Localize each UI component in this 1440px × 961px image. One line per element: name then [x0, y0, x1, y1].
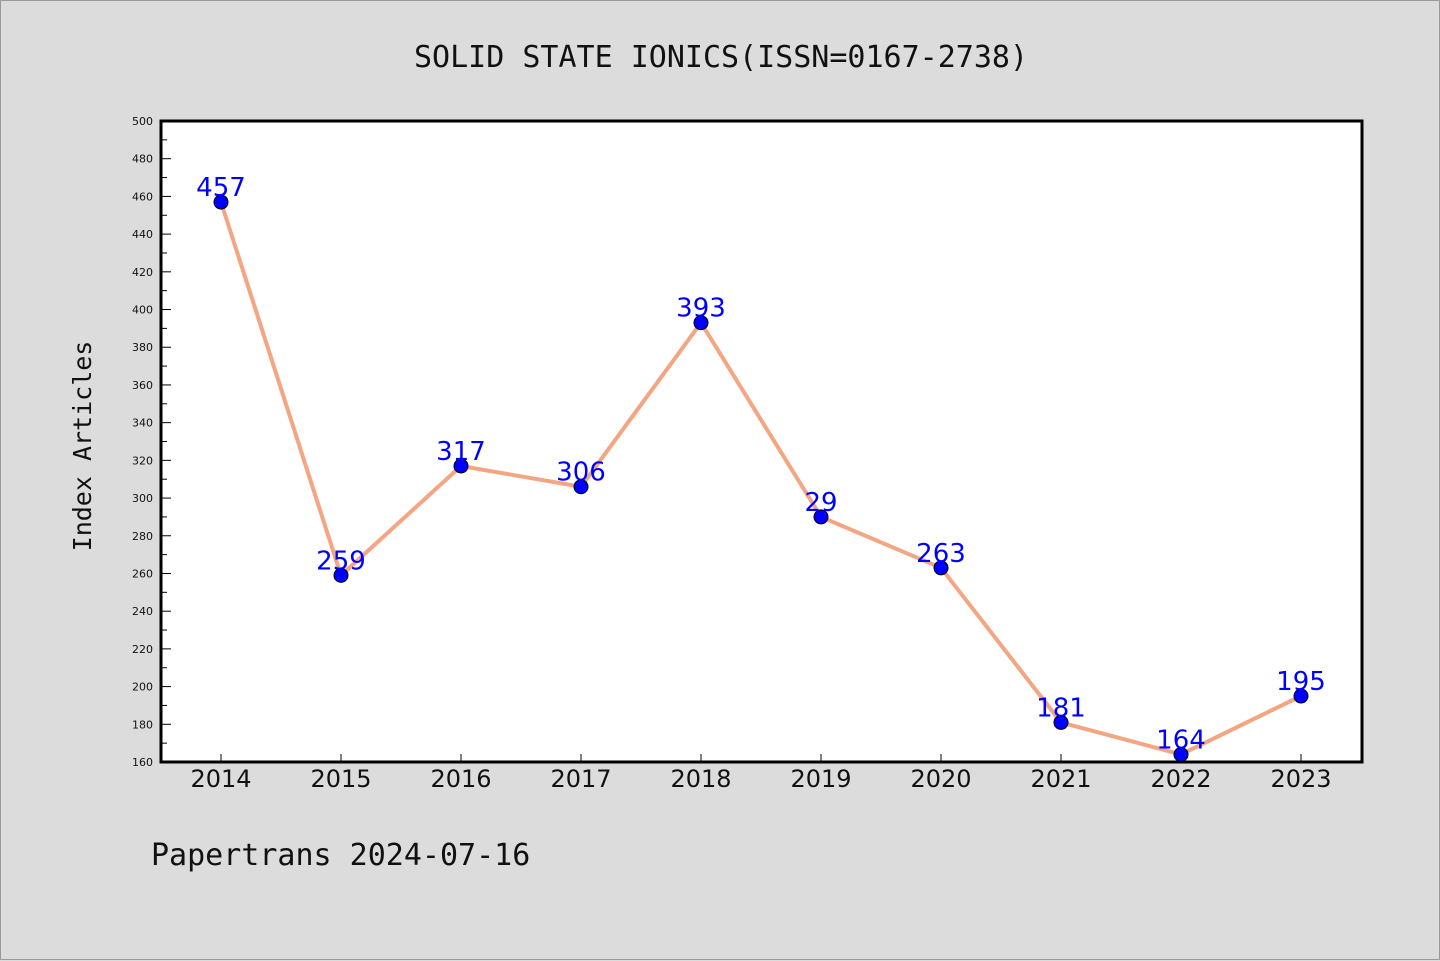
y-tick-label: 400 — [132, 304, 153, 317]
plot-area — [159, 119, 1364, 764]
series-markers — [213, 194, 1309, 762]
data-point — [813, 509, 829, 525]
data-label: 195 — [1276, 667, 1326, 697]
x-tick-label: 2015 — [310, 765, 371, 793]
data-label: 317 — [436, 437, 486, 467]
x-axis: 2014 2015 2016 2017 2018 2019 2020 2021 2022 2023 — [190, 754, 1332, 793]
y-tick-label: 200 — [132, 681, 153, 694]
y-tick-label: 480 — [132, 153, 153, 166]
y-tick-label: 160 — [132, 756, 153, 769]
y-tick-label: 220 — [132, 643, 153, 656]
data-label: 181 — [1036, 693, 1086, 723]
x-tick-label: 2014 — [190, 765, 251, 793]
x-tick-label: 2021 — [1030, 765, 1091, 793]
data-label: 29 — [804, 488, 837, 518]
y-tick-label: 260 — [132, 567, 153, 580]
y-tick-label: 360 — [132, 379, 153, 392]
chart-title: SOLID STATE IONICS(ISSN=0167-2738) — [414, 40, 1028, 75]
y-tick-label: 180 — [132, 718, 153, 731]
y-tick-label: 440 — [132, 228, 153, 241]
data-labels: 457 259 317 306 393 29 263 181 164 195 — [196, 173, 1326, 755]
series-line — [219, 200, 1303, 757]
data-label: 306 — [556, 458, 606, 488]
data-label: 259 — [316, 546, 366, 576]
y-tick-label: 240 — [132, 605, 153, 618]
y-tick-label: 420 — [132, 266, 153, 279]
y-axis-label: Index Articles — [68, 341, 97, 552]
y-axis: 160 180 200 220 240 260 280 300 320 340 360 380 400 4… — [132, 115, 171, 769]
y-tick-label: 380 — [132, 341, 153, 354]
data-point — [933, 560, 949, 576]
x-tick-label: 2017 — [550, 765, 611, 793]
footer-credit: Papertrans 2024-07-16 — [151, 838, 530, 873]
y-tick-label: 460 — [132, 190, 153, 203]
data-point — [1173, 746, 1189, 762]
data-point — [333, 567, 349, 583]
data-point — [693, 315, 709, 331]
y-tick-label: 340 — [132, 417, 153, 430]
x-tick-label: 2020 — [910, 765, 971, 793]
x-tick-label: 2018 — [670, 765, 731, 793]
series-polyline — [219, 200, 1303, 757]
y-tick-label: 320 — [132, 454, 153, 467]
data-point — [213, 194, 229, 210]
data-point — [1293, 688, 1309, 704]
data-point — [453, 458, 469, 474]
data-label: 164 — [1156, 725, 1206, 755]
data-label: 457 — [196, 173, 246, 203]
y-tick-label: 300 — [132, 492, 153, 505]
x-tick-label: 2022 — [1150, 765, 1211, 793]
data-point — [1053, 714, 1069, 730]
y-tick-label: 500 — [132, 115, 153, 128]
data-label: 393 — [676, 294, 726, 324]
x-tick-label: 2016 — [430, 765, 491, 793]
data-label: 263 — [916, 539, 966, 569]
data-point — [573, 479, 589, 495]
x-tick-label: 2023 — [1270, 765, 1331, 793]
y-tick-label: 280 — [132, 530, 153, 543]
x-tick-label: 2019 — [790, 765, 851, 793]
